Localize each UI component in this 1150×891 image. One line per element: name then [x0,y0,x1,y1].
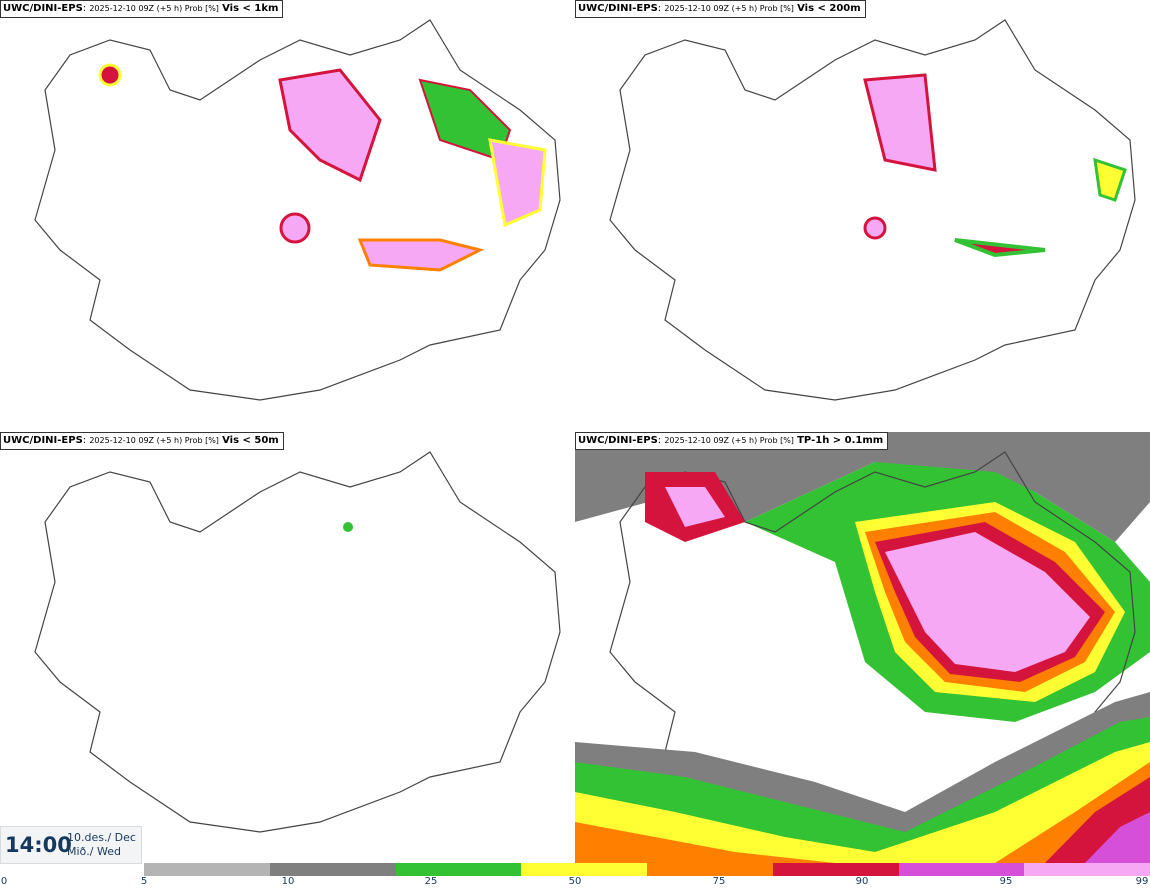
iceland-map [609,19,1136,401]
valid-time: 14:00 [5,833,72,857]
colorbar-segment [1024,863,1150,876]
iceland-map [34,19,561,401]
precip-area [575,742,1150,863]
map-panel-vis-1km: UWC/DINI-EPS: 2025-12-10 09Z (+5 h) Prob… [0,0,575,431]
valid-date-line1: 10.des./ Dec [67,831,136,844]
valid-date: 10.des./ Dec Mið./ Wed [67,831,136,859]
colorbar-ticks: 0 5 10 25 50 75 90 95 99 [0,876,1150,891]
precip-area [954,238,1046,258]
precip-area [357,238,485,272]
valid-date-line2: Mið./ Wed [67,845,121,858]
map-panel-vis-50m: UWC/DINI-EPS: 2025-12-10 09Z (+5 h) Prob… [0,432,575,863]
panel-title: UWC/DINI-EPS: 2025-12-10 09Z (+5 h) Prob… [575,0,866,18]
precip-area [885,532,1090,672]
precip-area [863,216,887,240]
valid-time-box: 14:00 10.des./ Dec Mið./ Wed [0,826,142,864]
colorbar-segment [395,863,522,876]
precip-area [1093,157,1127,202]
precip-area [278,68,382,183]
colorbar-segment [898,863,1025,876]
colorbar-tick: 95 [999,876,1013,887]
map-panel-tp-1h: UWC/DINI-EPS: 2025-12-10 09Z (+5 h) Prob… [575,432,1150,863]
map-panel-vis-200m: UWC/DINI-EPS: 2025-12-10 09Z (+5 h) Prob… [575,0,1150,431]
precip-area [488,138,547,228]
colorbar-tick: 90 [855,876,869,887]
panel-title: UWC/DINI-EPS: 2025-12-10 09Z (+5 h) Prob… [0,432,284,450]
precip-area [279,212,311,244]
precip-area [575,432,1150,542]
colorbar-segment [144,863,270,876]
coastline [34,19,561,401]
panel-title: UWC/DINI-EPS: 2025-12-10 09Z (+5 h) Prob… [575,432,889,450]
colorbar-tick: 0 [0,876,8,887]
precip-area [1085,812,1150,863]
precip-area [863,73,937,172]
iceland-map [575,432,1150,863]
colorbar-segment [521,863,647,876]
colorbar-tick: 10 [281,876,295,887]
coastline [609,19,1136,401]
precip-area [98,63,122,87]
precip-area [343,522,353,532]
colorbar-tick: 75 [712,876,726,887]
colorbar-tick: 50 [568,876,582,887]
colorbar-segment [772,863,899,876]
colorbar-segment [269,863,396,876]
iceland-map [34,451,561,833]
panel-title: UWC/DINI-EPS: 2025-12-10 09Z (+5 h) Prob… [0,0,284,18]
colorbar-tick: 25 [424,876,438,887]
colorbar-segment [647,863,773,876]
probability-colorbar [144,863,1150,876]
colorbar-tick: 5 [140,876,148,887]
coastline [34,451,561,833]
precip-area [665,487,725,527]
colorbar-tick: 99 [1135,876,1149,887]
